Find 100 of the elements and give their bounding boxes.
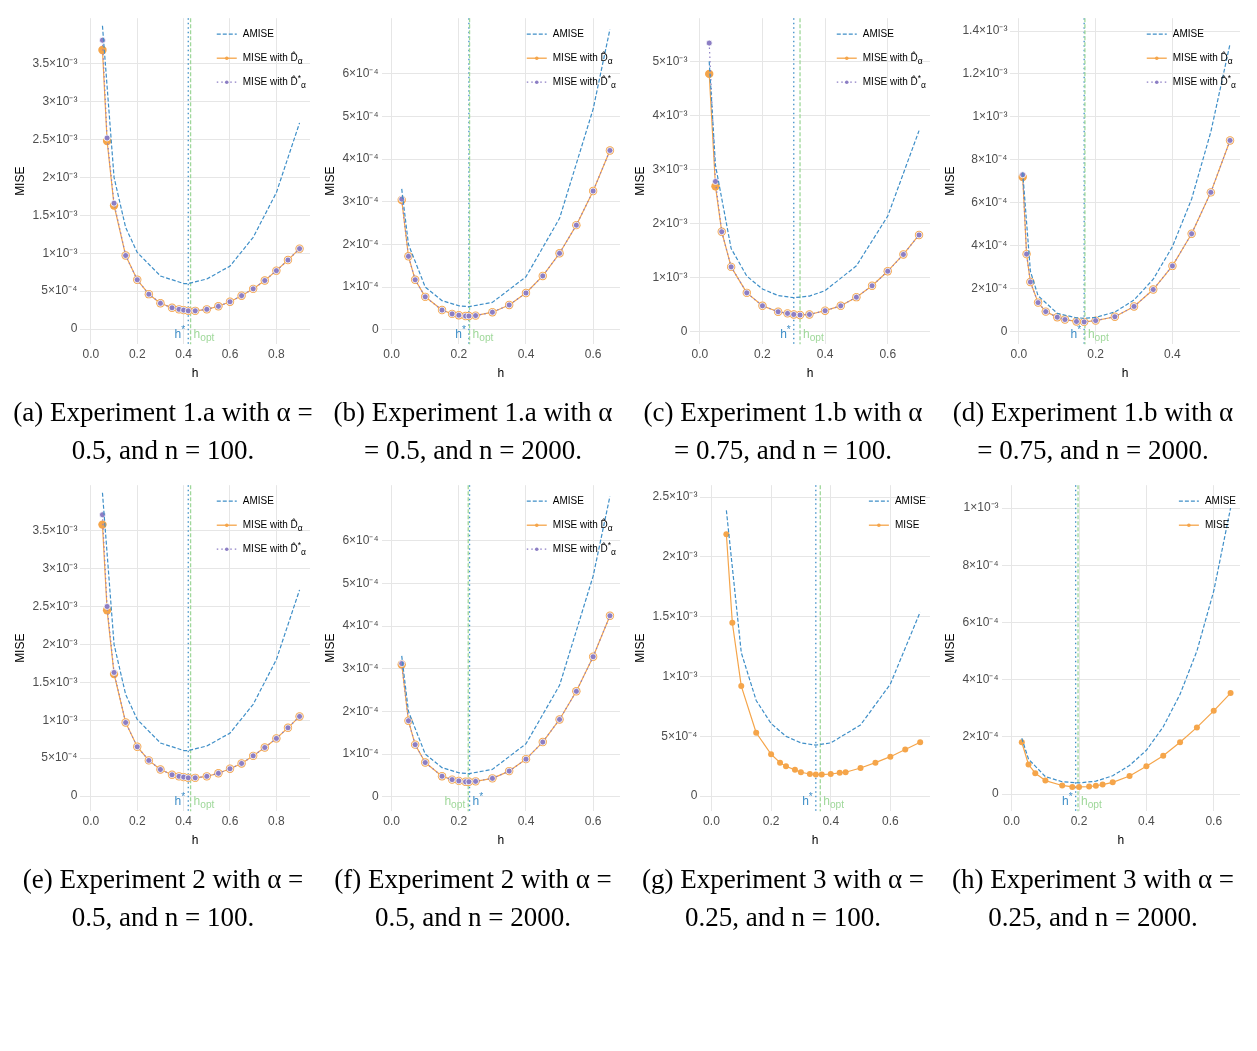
y-axis-title: MISE — [632, 166, 647, 196]
x-tick-label: 0.8 — [267, 813, 285, 828]
y-tick-label: 1×10⁻³ — [651, 270, 687, 285]
y-tick-label: 5×10⁻³ — [651, 53, 687, 68]
y-tick-label: 1.5×10⁻³ — [31, 207, 77, 222]
x-tick-label: 0.2 — [128, 346, 146, 361]
y-tick-label: 6×10⁻⁴ — [961, 614, 999, 629]
text: (g) Experiment 3 with α = 0.25, and n = 100. — [640, 863, 926, 934]
y-tick-label: 5×10⁻⁴ — [40, 750, 77, 765]
x-tick-label: 0.2 — [1086, 346, 1104, 361]
x-tick-label: 0.2 — [449, 346, 467, 361]
y-tick-label: 0 — [690, 788, 698, 803]
text: (e) Experiment 2 with α = 0.5, and n = 100. — [21, 863, 305, 934]
y-axis-title: MISE — [632, 633, 647, 663]
y-tick-label: 1.2×10⁻³ — [961, 66, 1007, 81]
ref-line-label: h* — [801, 791, 813, 809]
y-tick-label: 1×10⁻³ — [963, 500, 999, 515]
x-tick-label: 0.2 — [762, 813, 780, 828]
x-tick-label: 0.0 — [1010, 346, 1028, 361]
x-tick-label: 0.8 — [267, 346, 285, 361]
y-tick-label: 3×10⁻³ — [651, 161, 687, 176]
y-tick-label: 8×10⁻⁴ — [961, 557, 999, 572]
legend-label: AMISE — [552, 495, 584, 507]
x-axis-title: h — [1121, 366, 1129, 381]
y-axis-title: MISE — [322, 633, 337, 663]
y-tick-label: 3×10⁻⁴ — [341, 193, 379, 208]
y-tick-label: 4×10⁻⁴ — [341, 151, 379, 166]
y-tick-label: 0 — [1000, 323, 1008, 338]
legend-label: AMISE — [242, 495, 274, 507]
y-tick-label: 3×10⁻⁴ — [341, 660, 379, 675]
y-tick-label: 8×10⁻⁴ — [970, 152, 1007, 167]
y-tick-label: 1.5×10⁻³ — [651, 609, 697, 624]
x-tick-label: 0.0 — [82, 346, 100, 361]
y-tick-label: 3×10⁻³ — [41, 560, 77, 575]
ref-line-label: h* — [174, 324, 185, 342]
y-tick-label: 0 — [70, 321, 78, 336]
ref-line-label: h* — [779, 324, 791, 342]
x-axis-title: h — [191, 366, 199, 381]
legend-label: MISE with D̂*α — [552, 73, 616, 90]
text: (d) Experiment 1.b with α = 0.75, and n = 2000. — [951, 396, 1235, 467]
x-tick-label: 0.4 — [174, 813, 192, 828]
x-tick-label: 0.6 — [881, 813, 899, 828]
x-tick-label: 0.2 — [449, 813, 467, 828]
x-tick-label: 0.6 — [584, 813, 602, 828]
y-tick-label: 2.5×10⁻³ — [651, 489, 697, 504]
y-tick-label: 2.5×10⁻³ — [31, 598, 77, 613]
ref-line-label: h* — [472, 791, 483, 809]
y-tick-label: 2×10⁻³ — [661, 549, 697, 564]
x-tick-label: 0.6 — [584, 346, 602, 361]
y-tick-label: 2×10⁻⁴ — [961, 729, 999, 744]
y-tick-label: 6×10⁻⁴ — [970, 194, 1007, 209]
y-axis-title: MISE — [942, 633, 957, 663]
x-tick-label: 0.4 — [517, 813, 535, 828]
x-tick-label: 0.4 — [816, 346, 834, 361]
x-tick-label: 0.6 — [221, 346, 239, 361]
x-axis-title: h — [496, 366, 504, 381]
legend-label: AMISE — [552, 28, 584, 40]
legend-label: AMISE — [1172, 28, 1204, 40]
x-tick-label: 0.4 — [1137, 813, 1155, 828]
text: (f) Experiment 2 with α = 0.5, and n = 2000. — [333, 863, 613, 934]
y-tick-label: 4×10⁻⁴ — [970, 237, 1007, 252]
y-tick-label: 2×10⁻⁴ — [341, 236, 379, 251]
y-tick-label: 1×10⁻⁴ — [341, 279, 379, 294]
y-tick-label: 5×10⁻⁴ — [341, 575, 379, 590]
text: (c) Experiment 1.b with α = 0.75, and n = 100. — [642, 396, 924, 467]
text: (h) Experiment 3 with α = 0.25, and n = 2000. — [950, 863, 1236, 934]
y-axis-title: MISE — [12, 633, 27, 663]
legend-label: AMISE — [1204, 495, 1236, 507]
y-tick-label: 5×10⁻⁴ — [341, 108, 379, 123]
y-tick-label: 3×10⁻³ — [41, 93, 77, 108]
legend-label: AMISE — [894, 495, 926, 507]
x-tick-label: 0.2 — [1070, 813, 1088, 828]
y-tick-label: 1×10⁻³ — [41, 712, 77, 727]
x-tick-label: 0.0 — [690, 346, 708, 361]
y-tick-label: 2×10⁻⁴ — [341, 703, 379, 718]
x-axis-title: h — [1116, 833, 1124, 848]
x-axis-title: h — [496, 833, 504, 848]
x-tick-label: 0.0 — [82, 813, 100, 828]
text: (b) Experiment 1.a with α = 0.5, and n = 2000. — [332, 396, 614, 467]
y-tick-label: 0 — [371, 789, 379, 803]
x-tick-label: 0.0 — [1002, 813, 1020, 828]
x-tick-label: 0.2 — [753, 346, 771, 361]
legend-label: MISE — [1204, 519, 1230, 531]
y-tick-label: 5×10⁻⁴ — [40, 283, 77, 298]
y-tick-label: 6×10⁻⁴ — [341, 65, 379, 80]
legend-label: AMISE — [242, 28, 274, 40]
y-tick-label: 1.5×10⁻³ — [31, 674, 77, 689]
y-tick-label: 2×10⁻⁴ — [970, 280, 1007, 295]
y-axis-title: MISE — [322, 166, 337, 196]
y-tick-label: 1×10⁻³ — [661, 668, 697, 683]
x-axis-title: h — [191, 833, 199, 848]
ref-line-label: h* — [454, 324, 466, 342]
ref-line-label: h* — [174, 791, 185, 809]
x-tick-label: 0.4 — [517, 346, 535, 361]
y-tick-label: 1×10⁻⁴ — [341, 746, 379, 761]
legend-label: MISE — [894, 519, 920, 531]
x-tick-label: 0.6 — [878, 346, 896, 361]
text: (a) Experiment 1.a with α = 0.5, and n = 100. — [13, 396, 313, 467]
y-tick-label: 1×10⁻³ — [41, 245, 77, 260]
legend-label: MISE with D̂*α — [552, 540, 616, 557]
